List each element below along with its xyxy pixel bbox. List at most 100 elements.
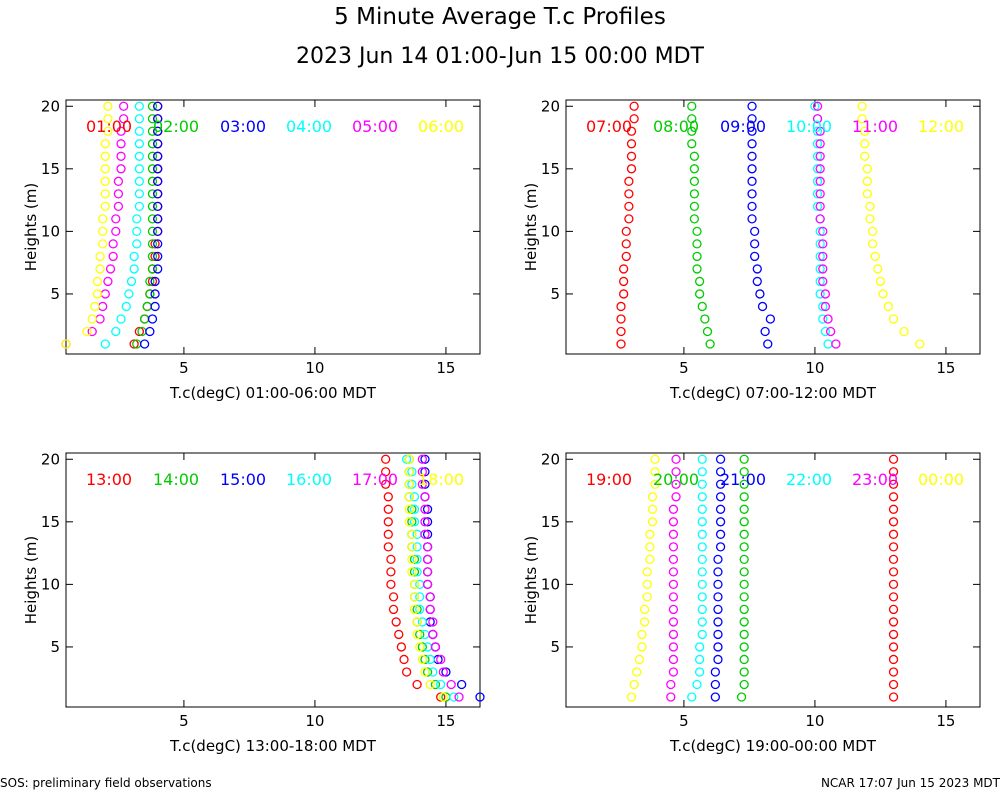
- data-point: [689, 201, 700, 212]
- data-point: [386, 579, 396, 590]
- data-point: [715, 479, 726, 489]
- data-point: [616, 326, 626, 337]
- data-point: [92, 289, 103, 299]
- y-tick-label: 20: [541, 450, 560, 468]
- data-point: [113, 189, 124, 199]
- data-point: [428, 629, 438, 640]
- data-point: [626, 151, 637, 161]
- y-tick-label: 10: [41, 222, 60, 240]
- data-point: [710, 692, 721, 702]
- data-point: [812, 164, 823, 174]
- y-tick-label: 10: [541, 222, 560, 240]
- data-point: [888, 492, 899, 502]
- data-point: [888, 517, 899, 527]
- data-point: [116, 314, 126, 324]
- data-point: [763, 339, 773, 349]
- data-point: [757, 301, 768, 312]
- data-point: [715, 517, 726, 527]
- data-point: [129, 251, 139, 262]
- data-point: [815, 139, 825, 149]
- data-point: [888, 567, 899, 577]
- data-point: [430, 642, 441, 652]
- data-point: [739, 467, 749, 477]
- data-point: [134, 326, 145, 337]
- data-point: [697, 629, 707, 640]
- data-point: [150, 289, 160, 299]
- data-point: [126, 276, 137, 287]
- data-point: [629, 101, 639, 111]
- data-point: [441, 667, 451, 677]
- data-point: [386, 554, 396, 565]
- data-point: [739, 679, 749, 690]
- data-point: [132, 226, 142, 237]
- data-point: [715, 529, 726, 539]
- data-point: [116, 126, 126, 136]
- data-point: [689, 214, 700, 224]
- legend-entry: 12:00: [918, 117, 964, 136]
- data-point: [888, 679, 899, 690]
- data-point: [100, 164, 110, 174]
- data-point: [150, 301, 160, 312]
- data-point: [95, 314, 105, 324]
- data-point: [383, 542, 393, 552]
- data-point: [812, 101, 823, 111]
- data-point: [760, 326, 770, 337]
- data-point: [888, 692, 899, 702]
- data-point: [404, 479, 414, 489]
- data-point: [862, 176, 872, 186]
- data-point: [739, 604, 749, 615]
- data-point: [100, 189, 110, 199]
- data-point: [624, 189, 634, 199]
- data-point: [150, 276, 160, 287]
- data-point: [888, 479, 899, 489]
- data-point: [694, 289, 705, 299]
- data-point: [747, 139, 757, 149]
- legend-entry: 02:00: [153, 117, 199, 136]
- data-point: [739, 642, 749, 652]
- data-point: [888, 504, 899, 514]
- data-point: [111, 226, 121, 237]
- data-point: [407, 529, 417, 539]
- data-point: [420, 454, 430, 464]
- data-point: [739, 542, 749, 552]
- data-point: [616, 339, 626, 349]
- data-point: [404, 492, 414, 502]
- data-point: [386, 567, 396, 577]
- data-point: [100, 201, 110, 212]
- data-point: [409, 517, 420, 527]
- data-point: [624, 176, 634, 186]
- data-point: [747, 189, 757, 199]
- data-point: [888, 604, 899, 615]
- legend-entry: 04:00: [286, 117, 332, 136]
- data-point: [147, 126, 158, 136]
- data-point: [61, 339, 71, 349]
- data-point: [739, 479, 749, 489]
- data-point: [95, 251, 105, 262]
- data-point: [436, 679, 446, 690]
- chart-title: 5 Minute Average T.c Profiles: [334, 4, 666, 30]
- data-point: [415, 629, 425, 640]
- data-point: [687, 114, 697, 124]
- data-point: [417, 454, 428, 464]
- data-point: [422, 517, 433, 527]
- y-tick-label: 5: [550, 638, 560, 656]
- data-point: [116, 151, 126, 161]
- data-point: [888, 542, 899, 552]
- data-point: [873, 264, 883, 274]
- data-point: [639, 604, 650, 615]
- data-point: [407, 567, 417, 577]
- data-point: [134, 139, 145, 149]
- data-point: [739, 554, 749, 565]
- y-tick-label: 15: [41, 160, 60, 178]
- data-point: [668, 529, 679, 539]
- data-point: [618, 264, 629, 274]
- data-point: [888, 667, 899, 677]
- data-point: [412, 629, 422, 640]
- data-point: [865, 201, 875, 212]
- data-point: [383, 492, 393, 502]
- data-point: [153, 176, 163, 186]
- data-point: [812, 201, 823, 212]
- data-point: [383, 529, 393, 539]
- y-axis-label: Heights (m): [522, 536, 540, 624]
- data-point: [616, 314, 626, 324]
